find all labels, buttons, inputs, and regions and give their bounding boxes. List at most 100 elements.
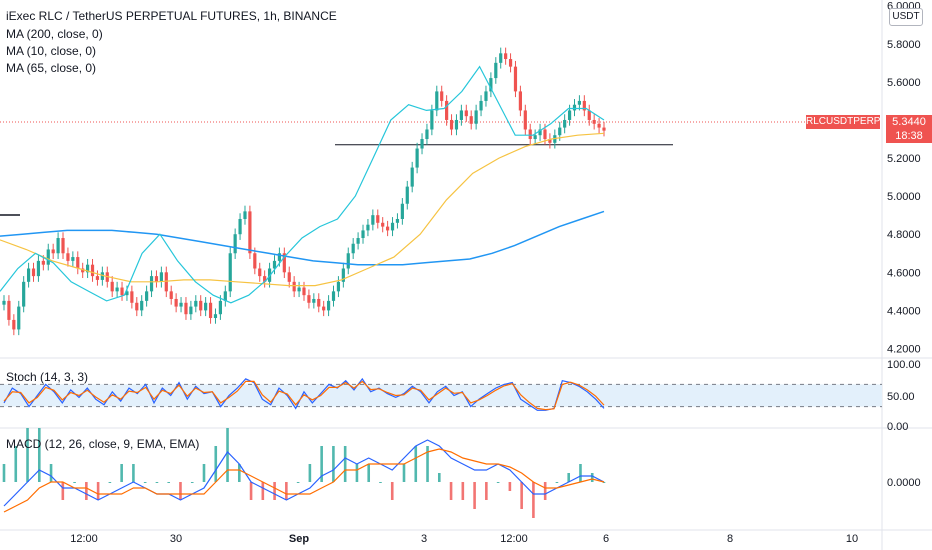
candle-body bbox=[51, 249, 55, 254]
candle-body bbox=[31, 268, 36, 277]
candle-body bbox=[592, 119, 596, 124]
candle-body bbox=[110, 281, 114, 292]
candle-body bbox=[563, 119, 567, 128]
candle-body bbox=[376, 215, 380, 223]
macd-histogram-bar bbox=[132, 464, 135, 482]
candle-body bbox=[120, 287, 124, 296]
candle-body bbox=[41, 260, 45, 265]
macd-histogram-bar bbox=[167, 482, 171, 483]
stoch-tick-label: 0.00 bbox=[887, 421, 908, 433]
candle-body bbox=[499, 53, 503, 63]
ma200-legend[interactable]: MA (200, close, 0) bbox=[6, 27, 103, 41]
macd-histogram-bar bbox=[543, 482, 547, 500]
macd-histogram-bar bbox=[532, 482, 535, 518]
candle-body bbox=[395, 218, 400, 223]
price-tick-label: 4.4000 bbox=[887, 305, 921, 317]
macd-histogram-bar bbox=[273, 482, 276, 500]
stoch-legend[interactable]: Stoch (14, 3, 3) bbox=[6, 370, 89, 384]
time-axis-label: 12:00 bbox=[70, 533, 98, 545]
candle-body bbox=[504, 53, 508, 60]
candle-body bbox=[243, 211, 247, 219]
macd-histogram-bar bbox=[285, 482, 288, 500]
macd-histogram-bar bbox=[49, 464, 53, 482]
candle-body bbox=[366, 224, 370, 231]
time-axis-label: 30 bbox=[170, 533, 182, 545]
candle-body bbox=[81, 268, 85, 273]
candle-body bbox=[449, 119, 454, 130]
candle-body bbox=[602, 127, 606, 131]
price-tick-label: 5.6000 bbox=[887, 77, 921, 89]
candle-body bbox=[125, 291, 129, 296]
candle-body bbox=[36, 260, 41, 277]
candle-body bbox=[331, 291, 336, 301]
ma65-legend[interactable]: MA (65, close, 0) bbox=[6, 61, 97, 75]
candle-body bbox=[2, 300, 6, 305]
candle-body bbox=[7, 300, 11, 320]
price-tick-label: 5.0000 bbox=[887, 191, 921, 203]
candle-body bbox=[228, 253, 232, 292]
candle-body bbox=[346, 253, 350, 269]
candle-body bbox=[572, 104, 577, 111]
candle-body bbox=[154, 276, 159, 282]
candle-body bbox=[405, 186, 409, 204]
macd-histogram-bar bbox=[437, 473, 441, 482]
candle-body bbox=[577, 100, 582, 105]
macd-legend[interactable]: MACD (12, 26, close, 9, EMA, EMA) bbox=[6, 437, 200, 451]
candle-body bbox=[145, 291, 149, 301]
last-price-tag: 5.3440 18:38 bbox=[886, 115, 932, 143]
candle-body bbox=[272, 260, 277, 269]
candle-body bbox=[149, 276, 154, 292]
candle-body bbox=[277, 253, 282, 261]
candle-body bbox=[135, 302, 139, 311]
candle-body bbox=[587, 110, 591, 120]
macd-histogram-bar bbox=[508, 482, 512, 491]
candle-body bbox=[494, 62, 498, 79]
candle-body bbox=[445, 100, 449, 120]
candle-body bbox=[61, 238, 65, 254]
candle-body bbox=[484, 91, 488, 101]
ma10-legend[interactable]: MA (10, close, 0) bbox=[6, 44, 97, 58]
candle-body bbox=[46, 249, 50, 265]
candle-body bbox=[508, 59, 513, 67]
macd-histogram-bar bbox=[226, 428, 229, 482]
candle-body bbox=[56, 238, 60, 254]
candle-body bbox=[189, 306, 193, 315]
candle-body bbox=[140, 300, 144, 311]
candle-body bbox=[489, 78, 493, 92]
candle-body bbox=[90, 264, 95, 277]
candle-body bbox=[218, 300, 222, 315]
candle-body bbox=[435, 91, 439, 111]
candle-body bbox=[282, 253, 286, 273]
price-tick-label: 4.8000 bbox=[887, 229, 921, 241]
candle-body bbox=[238, 218, 242, 235]
candle-body bbox=[115, 287, 119, 292]
candle-body bbox=[386, 226, 390, 231]
macd-histogram-bar bbox=[155, 482, 159, 483]
currency-badge[interactable]: USDT bbox=[889, 8, 923, 26]
candle-body bbox=[558, 127, 562, 136]
time-axis-label: 12:00 bbox=[500, 533, 528, 545]
candle-body bbox=[425, 129, 429, 140]
candle-body bbox=[351, 243, 355, 254]
candle-body bbox=[66, 253, 70, 261]
signal-line bbox=[3, 448, 605, 513]
macd-histogram-bar bbox=[61, 482, 65, 500]
macd-histogram-bar bbox=[214, 446, 218, 482]
candle-body bbox=[76, 257, 80, 269]
candle-body bbox=[528, 129, 532, 140]
macd-histogram-bar bbox=[14, 446, 18, 482]
macd-histogram-bar bbox=[579, 464, 582, 482]
candle-body bbox=[174, 298, 178, 307]
candle-body bbox=[469, 116, 473, 124]
candle-body bbox=[169, 291, 173, 299]
ma65-line bbox=[0, 132, 605, 287]
macd-histogram-bar bbox=[567, 473, 571, 482]
macd-histogram-bar bbox=[520, 482, 523, 509]
macd-histogram-bar bbox=[320, 446, 323, 482]
macd-histogram-bar bbox=[343, 446, 347, 482]
ma200-line bbox=[0, 210, 605, 266]
candle-body bbox=[233, 234, 237, 254]
macd-histogram-bar bbox=[96, 482, 100, 500]
candle-body bbox=[100, 272, 104, 280]
candle-body bbox=[543, 129, 547, 140]
